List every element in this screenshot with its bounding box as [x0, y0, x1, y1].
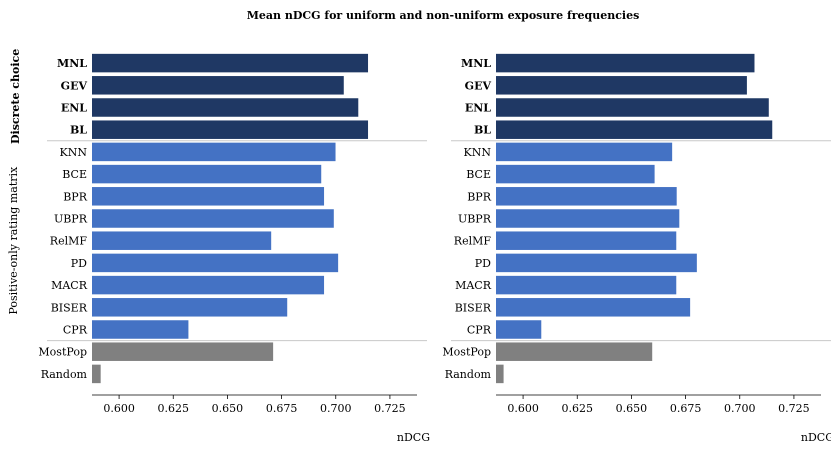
category-label-knn: KNN	[60, 146, 88, 159]
x-tick-label: 0.650	[212, 402, 244, 415]
bar-bl-uniform	[92, 120, 369, 139]
x-tick-label: 0.675	[670, 402, 702, 415]
x-tick-label: 0.725	[374, 402, 406, 415]
bar-mnl-uniform	[92, 53, 369, 73]
bar-ubpr-uniform	[92, 209, 334, 228]
category-label-mostpop: MostPop	[38, 346, 87, 359]
bar-knn-uniform	[92, 142, 336, 162]
group-label-1: Positive-only rating matrix	[7, 166, 20, 315]
category-label-biser: BISER	[455, 301, 492, 314]
bar-ubpr-non-uniform	[496, 209, 680, 228]
category-label-macr: MACR	[455, 279, 492, 292]
category-label-bce: BCE	[466, 168, 491, 181]
category-label-bce: BCE	[62, 168, 87, 181]
bar-mostpop-uniform	[92, 342, 274, 361]
category-label-random: Random	[41, 368, 88, 381]
category-label-bl: BL	[474, 124, 491, 137]
bar-mostpop-non-uniform	[496, 342, 653, 361]
bar-mnl-non-uniform	[496, 53, 755, 73]
category-label-biser: BISER	[51, 301, 88, 314]
category-label-macr: MACR	[51, 279, 88, 292]
x-tick-label: 0.700	[320, 402, 352, 415]
x-tick-label: 0.675	[266, 402, 298, 415]
group-label-0: Discrete choice	[9, 49, 22, 144]
chart-title: Mean nDCG for uniform and non-uniform ex…	[247, 9, 640, 22]
x-tick-label: 0.625	[158, 402, 190, 415]
bar-biser-non-uniform	[496, 298, 691, 317]
bar-gev-uniform	[92, 76, 344, 95]
bar-enl-non-uniform	[496, 98, 769, 117]
category-label-random: Random	[445, 368, 492, 381]
x-tick-label: 0.600	[103, 402, 135, 415]
bar-enl-uniform	[92, 98, 359, 117]
panel-uniform: MNL GEV ENL BL KNN BCE BPR UBPR RelMF PD MACR BISER…	[38, 53, 430, 444]
bar-bl-non-uniform	[496, 120, 773, 139]
panel-non-uniform: MNL GEV ENL BL KNN BCE BPR UBPR RelMF PD MACR BISER…	[442, 53, 831, 444]
category-label-bpr: BPR	[63, 190, 87, 203]
category-label-cpr: CPR	[63, 324, 88, 337]
bar-bce-non-uniform	[496, 164, 655, 184]
x-axis-label: nDCG	[801, 431, 831, 444]
category-label-bl: BL	[70, 124, 87, 137]
bar-cpr-non-uniform	[496, 320, 542, 339]
x-tick-label: 0.625	[562, 402, 594, 415]
category-label-mostpop: MostPop	[442, 346, 491, 359]
bar-pd-uniform	[92, 253, 339, 273]
category-label-bpr: BPR	[467, 190, 491, 203]
bar-knn-non-uniform	[496, 142, 673, 162]
category-label-enl: ENL	[465, 102, 491, 115]
bar-macr-uniform	[92, 275, 325, 295]
bar-relmf-uniform	[92, 231, 272, 250]
category-label-ubpr: UBPR	[458, 213, 492, 226]
category-label-cpr: CPR	[467, 324, 492, 337]
category-label-pd: PD	[71, 257, 87, 270]
x-tick-label: 0.650	[616, 402, 648, 415]
bar-random-non-uniform	[496, 364, 504, 384]
bar-cpr-uniform	[92, 320, 189, 339]
category-label-enl: ENL	[61, 102, 87, 115]
x-axis-label: nDCG	[397, 431, 430, 444]
category-label-mnl: MNL	[461, 57, 491, 70]
bar-bpr-non-uniform	[496, 187, 677, 206]
category-label-mnl: MNL	[57, 57, 87, 70]
bar-gev-non-uniform	[496, 76, 747, 95]
category-label-ubpr: UBPR	[54, 213, 88, 226]
category-label-gev: GEV	[61, 79, 88, 92]
x-tick-label: 0.725	[778, 402, 810, 415]
bar-random-uniform	[92, 364, 101, 384]
bar-macr-non-uniform	[496, 275, 677, 295]
bar-bpr-uniform	[92, 187, 325, 206]
category-label-gev: GEV	[465, 79, 492, 92]
category-label-pd: PD	[475, 257, 491, 270]
bar-biser-uniform	[92, 298, 288, 317]
category-label-relmf: RelMF	[454, 235, 492, 248]
category-label-knn: KNN	[464, 146, 492, 159]
x-tick-label: 0.700	[724, 402, 756, 415]
bar-relmf-non-uniform	[496, 231, 677, 250]
bar-bce-uniform	[92, 164, 322, 184]
x-tick-label: 0.600	[507, 402, 539, 415]
bar-pd-non-uniform	[496, 253, 697, 273]
panels: MNL GEV ENL BL KNN BCE BPR UBPR RelMF PD MACR BISER…	[7, 49, 831, 444]
category-label-relmf: RelMF	[50, 235, 88, 248]
